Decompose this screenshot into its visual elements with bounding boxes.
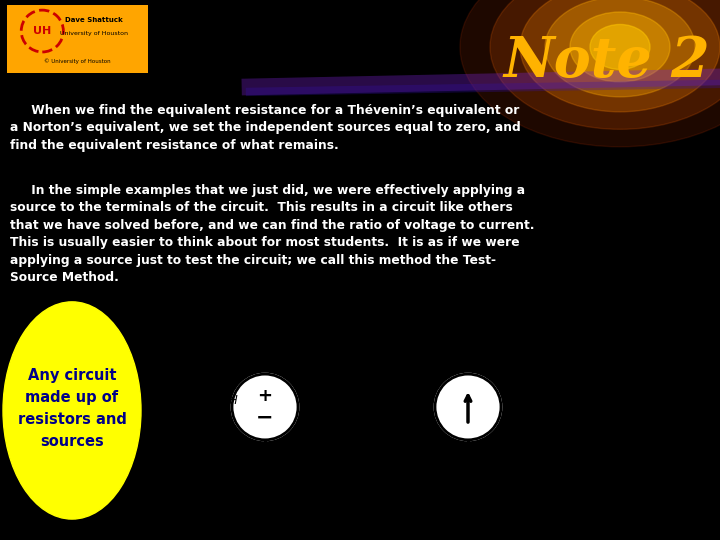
- Circle shape: [435, 374, 501, 440]
- Text: +: +: [258, 387, 272, 405]
- Circle shape: [232, 374, 298, 440]
- Circle shape: [555, 493, 565, 503]
- Text: $R_{TH}$: $R_{TH}$: [315, 277, 345, 297]
- Text: Any circuit
made up of
resistors and
sources: Any circuit made up of resistors and sou…: [17, 368, 127, 449]
- Text: $\sim\,i_{N}$: $\sim\,i_{N}$: [397, 385, 435, 406]
- Text: A: A: [413, 284, 427, 302]
- FancyBboxPatch shape: [3, 3, 152, 75]
- Circle shape: [180, 318, 190, 328]
- Circle shape: [555, 311, 565, 321]
- Text: A: A: [698, 284, 712, 302]
- Text: B: B: [413, 502, 427, 520]
- Ellipse shape: [460, 0, 720, 147]
- Text: −: −: [256, 408, 274, 428]
- Ellipse shape: [490, 0, 720, 129]
- Text: University of Houston: University of Houston: [60, 31, 128, 36]
- Ellipse shape: [545, 0, 695, 97]
- Circle shape: [695, 493, 705, 503]
- Text: A: A: [176, 291, 190, 309]
- Circle shape: [180, 493, 190, 503]
- Text: B: B: [176, 502, 190, 520]
- Ellipse shape: [3, 302, 141, 519]
- Text: A: A: [558, 284, 572, 302]
- Ellipse shape: [520, 0, 720, 112]
- Text: B: B: [698, 502, 712, 520]
- Text: A: A: [403, 284, 417, 302]
- Text: $R_{N}$: $R_{N}$: [711, 392, 720, 412]
- Text: Note 2: Note 2: [503, 34, 710, 89]
- Circle shape: [410, 311, 420, 321]
- Ellipse shape: [590, 24, 650, 70]
- Ellipse shape: [570, 12, 670, 82]
- Text: UH: UH: [33, 26, 51, 36]
- Text: © University of Houston: © University of Houston: [44, 58, 111, 64]
- Circle shape: [410, 493, 420, 503]
- Circle shape: [695, 311, 705, 321]
- Text: In the simple examples that we just did, we were effectively applying a
source t: In the simple examples that we just did,…: [10, 184, 534, 284]
- Text: When we find the equivalent resistance for a Thévenin’s equivalent or
a Norton’s: When we find the equivalent resistance f…: [10, 104, 521, 152]
- Text: Dave Shattuck: Dave Shattuck: [66, 17, 123, 23]
- Text: B: B: [558, 502, 572, 520]
- Text: $\sim\,v_{TH}$: $\sim\,v_{TH}$: [188, 388, 238, 406]
